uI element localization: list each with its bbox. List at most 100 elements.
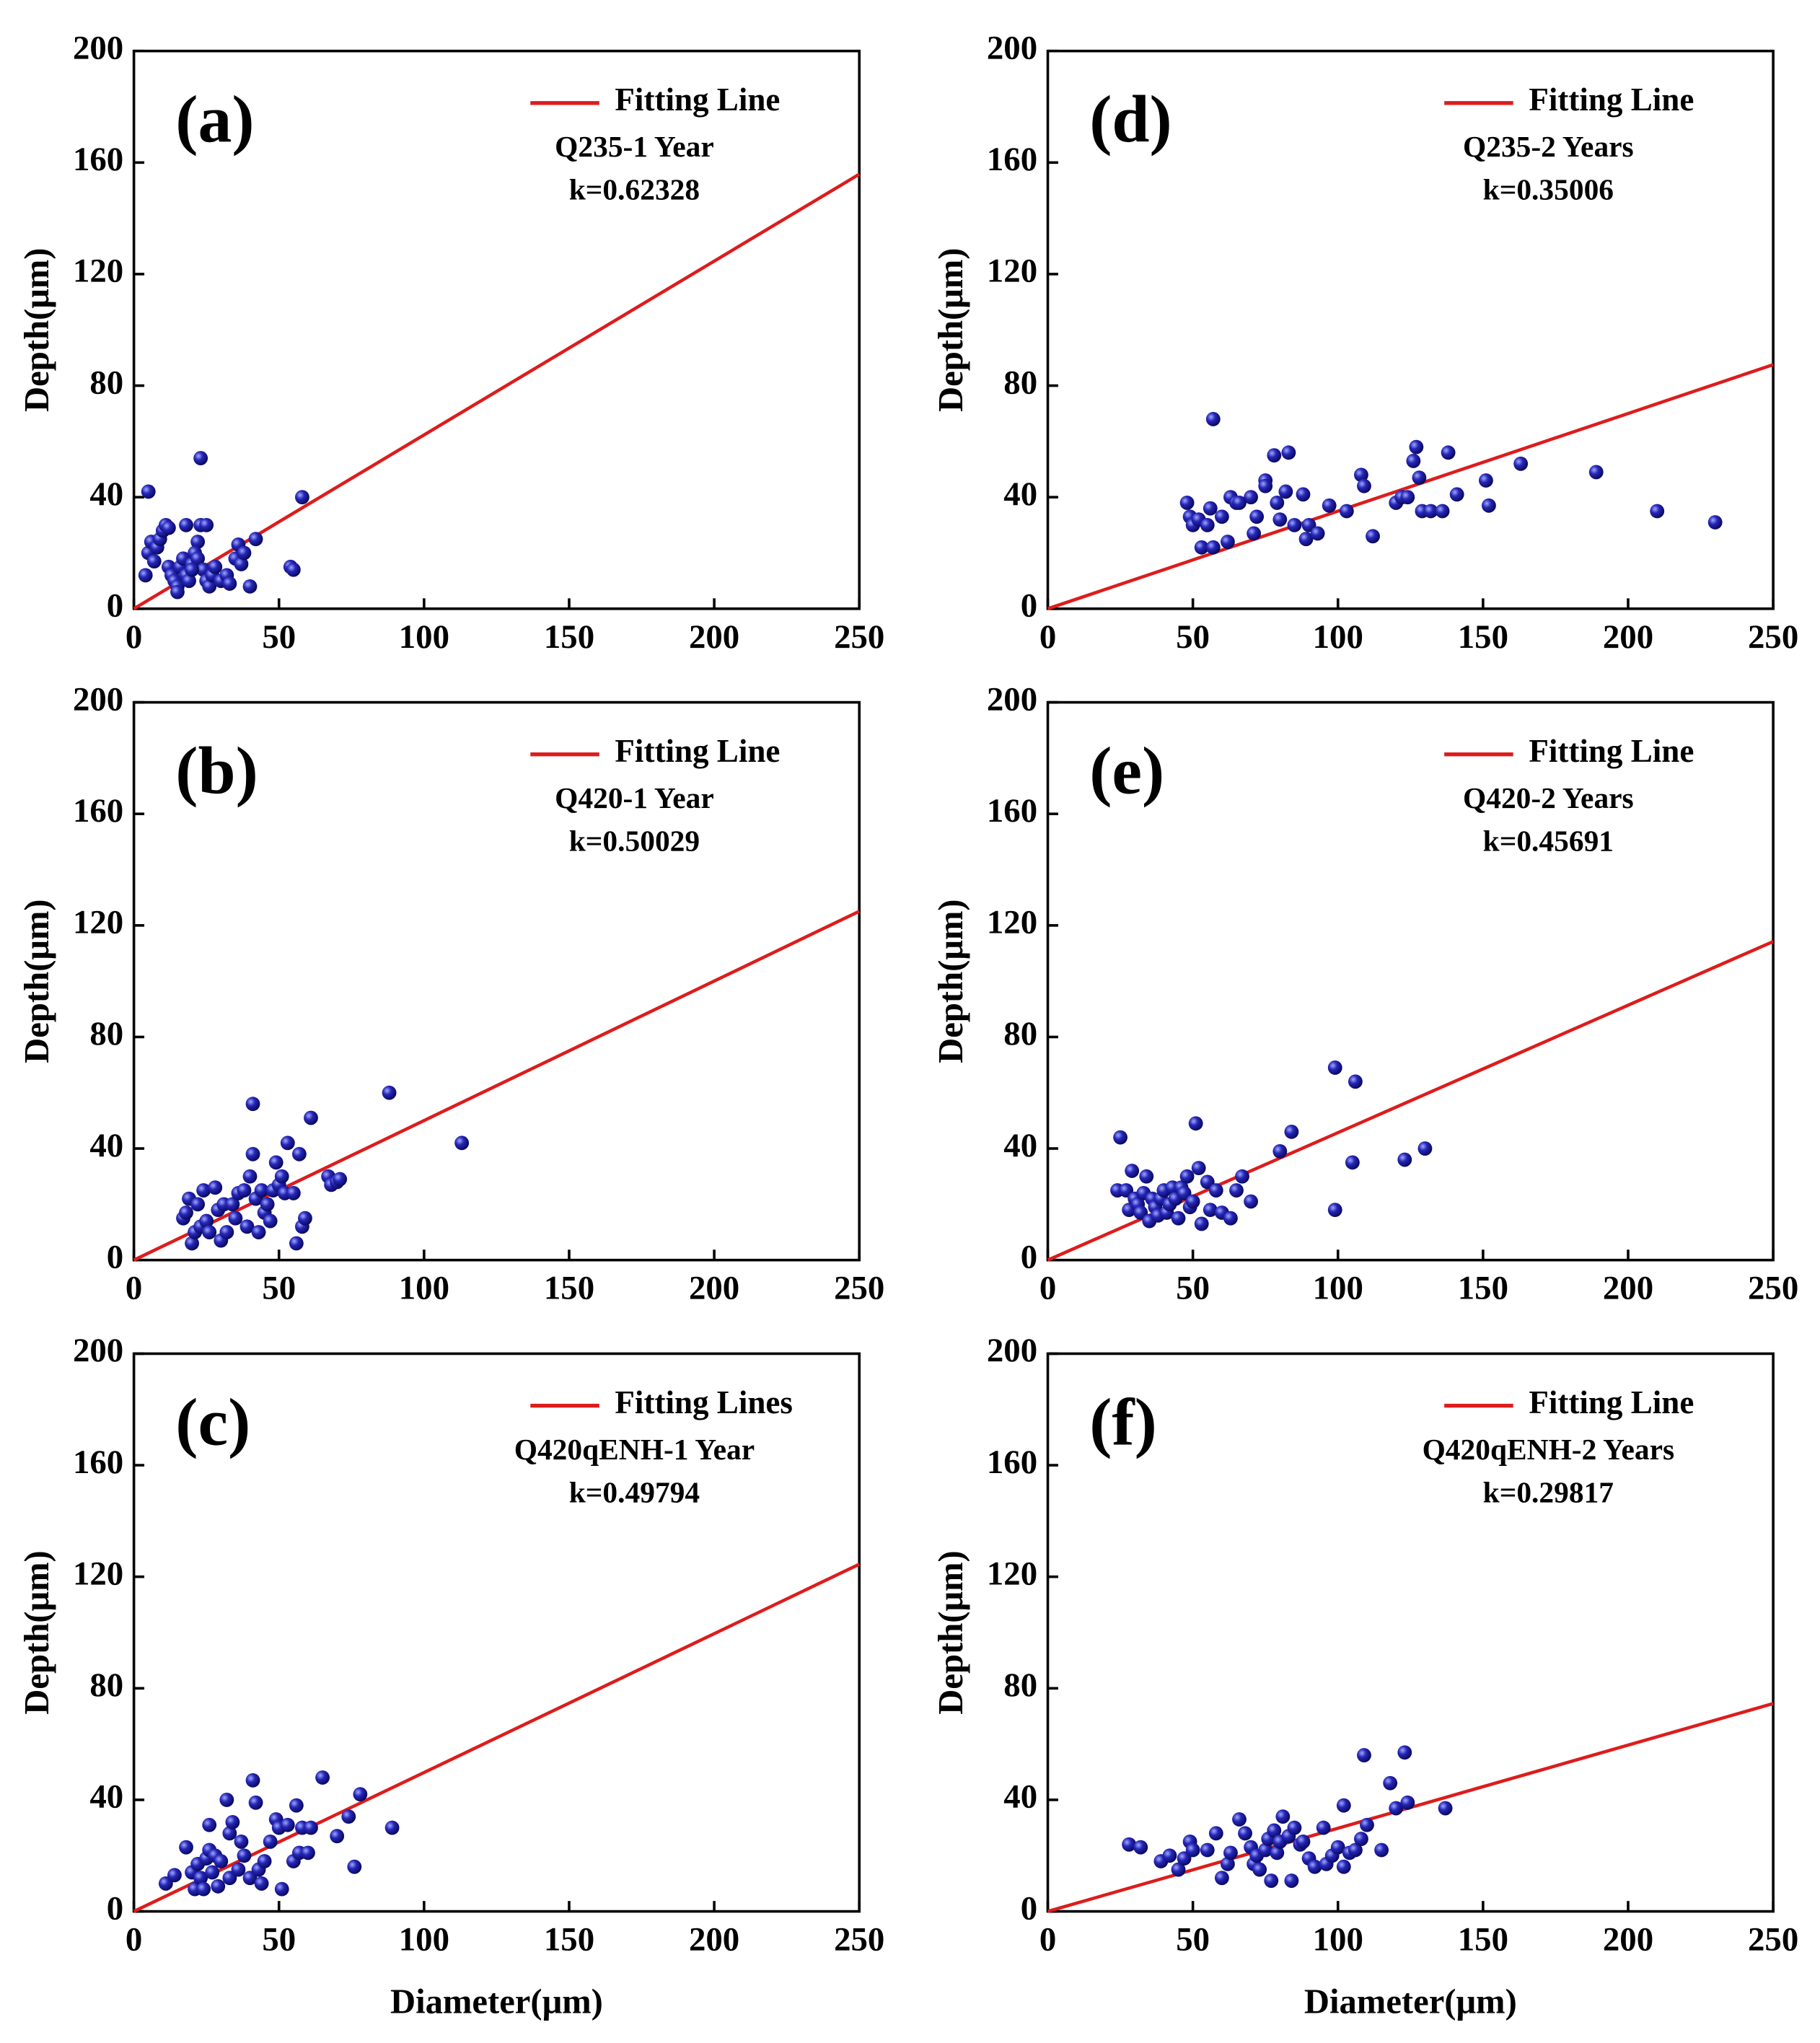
data-point	[286, 562, 301, 577]
fitting-line	[133, 1563, 861, 1913]
x-tick-label: 0	[1039, 618, 1056, 656]
x-tick-label: 150	[1458, 1270, 1508, 1307]
y-tick-label: 120	[987, 904, 1037, 941]
y-tick-label: 160	[987, 1444, 1037, 1481]
data-point	[260, 1197, 275, 1212]
annotation: Q235-1 Year	[555, 130, 714, 163]
data-point	[1284, 1873, 1299, 1888]
x-tick-label: 100	[1313, 618, 1363, 656]
data-point	[1310, 526, 1325, 541]
y-tick-label: 80	[89, 364, 123, 401]
y-tick-label: 80	[89, 1015, 123, 1053]
data-point	[1185, 1194, 1200, 1209]
y-axis-label: Depth(μm)	[931, 248, 970, 413]
data-point	[454, 1135, 470, 1151]
data-point	[384, 1820, 400, 1835]
data-point	[1125, 1164, 1140, 1178]
data-point	[1214, 509, 1229, 524]
y-tick-label: 0	[1021, 1238, 1037, 1275]
data-point	[138, 568, 153, 583]
data-point	[234, 557, 249, 571]
x-tick-label: 50	[1176, 1921, 1210, 1959]
data-point	[1232, 1812, 1247, 1827]
data-point	[214, 1854, 229, 1868]
data-point	[1272, 512, 1288, 527]
y-tick-label: 0	[1021, 587, 1037, 625]
data-point	[1478, 473, 1493, 488]
y-tick-label: 200	[73, 680, 123, 718]
data-point	[1406, 454, 1421, 468]
data-point	[242, 1169, 258, 1184]
y-tick-label: 160	[987, 792, 1037, 830]
data-point	[1284, 1124, 1299, 1139]
annotation: k=0.49794	[569, 1475, 700, 1508]
x-tick-label: 200	[689, 618, 739, 656]
y-tick-label: 40	[89, 1127, 123, 1164]
x-tick-label: 250	[834, 618, 884, 656]
data-point	[190, 535, 206, 549]
x-tick-label: 150	[1458, 618, 1508, 656]
x-axis-label: Diameter(μm)	[390, 1982, 603, 2021]
data-point	[199, 517, 214, 532]
x-tick-label: 150	[544, 1270, 594, 1307]
y-tick-label: 120	[987, 1555, 1037, 1592]
data-point	[1336, 1859, 1351, 1874]
data-point	[1191, 1161, 1206, 1176]
y-tick-label: 160	[73, 141, 123, 178]
data-point	[1270, 1845, 1285, 1860]
data-point	[1223, 1845, 1238, 1860]
data-point	[1400, 1795, 1415, 1810]
annotation: Q420-1 Year	[555, 781, 714, 814]
data-point	[242, 579, 258, 594]
data-point	[1238, 1826, 1252, 1841]
data-point	[222, 1826, 237, 1841]
data-point	[1397, 1745, 1412, 1760]
data-point	[1200, 517, 1215, 532]
data-point	[1357, 478, 1371, 493]
data-point	[1270, 496, 1285, 510]
annotation: Q420-2 Years	[1463, 781, 1634, 814]
data-point	[1208, 1183, 1223, 1198]
data-point	[1275, 1809, 1291, 1824]
annotation: k=0.29817	[1483, 1475, 1614, 1508]
data-point	[1327, 1203, 1342, 1218]
y-tick-label: 0	[107, 1238, 123, 1275]
data-point	[1203, 1203, 1218, 1218]
x-tick-label: 100	[1313, 1270, 1363, 1307]
y-tick-label: 120	[73, 252, 123, 290]
data-point	[225, 1814, 240, 1829]
data-point	[1244, 1194, 1259, 1209]
x-tick-label: 0	[126, 618, 142, 656]
annotation: k=0.45691	[1483, 825, 1614, 858]
y-tick-label: 120	[73, 904, 123, 941]
data-point	[179, 1205, 193, 1220]
x-tick-label: 250	[1748, 1270, 1798, 1307]
x-tick-label: 0	[126, 1921, 142, 1959]
panel-label: (a)	[175, 82, 254, 157]
annotation: k=0.35006	[1483, 173, 1614, 206]
data-point	[254, 1876, 269, 1891]
plot-frame	[1046, 49, 1775, 610]
data-point	[248, 532, 263, 547]
panel-label: (c)	[175, 1384, 250, 1459]
data-point	[1133, 1840, 1148, 1855]
y-tick-label: 120	[987, 252, 1037, 290]
data-point	[257, 1854, 272, 1868]
x-tick-label: 0	[126, 1270, 142, 1307]
x-tick-label: 200	[1603, 1270, 1653, 1307]
data-point	[1287, 517, 1302, 532]
x-tick-label: 150	[1458, 1921, 1508, 1959]
data-point	[341, 1809, 356, 1824]
annotation: k=0.50029	[569, 825, 700, 858]
data-point	[289, 1236, 304, 1251]
y-axis-label: Depth(μm)	[931, 1550, 970, 1715]
data-point	[1200, 1842, 1215, 1858]
data-point	[219, 1225, 234, 1239]
data-point	[1188, 1116, 1203, 1131]
data-point	[333, 1172, 348, 1187]
data-point	[1162, 1848, 1177, 1863]
data-point	[185, 1236, 199, 1251]
data-point	[1221, 535, 1235, 549]
data-point	[330, 1829, 345, 1844]
data-point	[1707, 515, 1723, 530]
